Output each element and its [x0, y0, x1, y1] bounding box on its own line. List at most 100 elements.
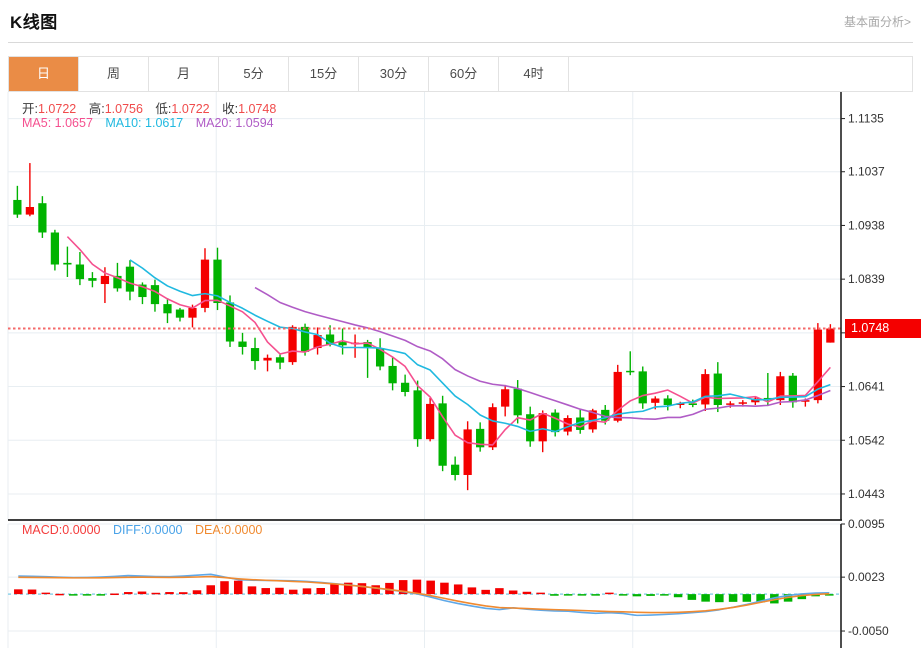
candle-body — [288, 326, 297, 363]
candle-body — [263, 357, 272, 361]
timeframe-tab-3[interactable]: 5分 — [219, 57, 289, 91]
candle-body — [538, 413, 547, 442]
ma5-value: 1.0657 — [54, 116, 93, 130]
candle-body — [776, 376, 785, 401]
macd-bar — [247, 586, 257, 595]
macd-tick-label-2: -0.0050 — [848, 624, 889, 638]
candlestick-series — [13, 163, 835, 491]
candle-body — [476, 428, 485, 448]
macd-bar — [825, 594, 834, 596]
macd-bar — [495, 588, 504, 595]
candle-body — [38, 203, 47, 233]
macd-bar — [288, 589, 298, 595]
macd-bar — [14, 589, 23, 595]
candle-body — [50, 232, 60, 265]
macd-bar — [426, 580, 435, 595]
macd-legend: MACD:0.0000 DIFF:0.0000 DEA:0.0000 — [22, 523, 262, 537]
diff-label: DIFF: — [113, 523, 145, 537]
macd-bar — [618, 594, 628, 596]
kline-chart-svg[interactable]: 1.11351.10371.09381.08391.07401.06411.05… — [0, 92, 921, 649]
candle-body — [701, 374, 710, 405]
price-tick-label-2: 1.0938 — [848, 218, 885, 232]
candle-body — [826, 328, 835, 343]
candle-body — [113, 275, 122, 289]
timeframe-tab-0[interactable]: 日 — [9, 57, 79, 91]
page-header: K线图 基本面分析> — [0, 0, 921, 44]
macd-bar — [124, 592, 133, 595]
timeframe-tab-7[interactable]: 4时 — [499, 57, 569, 91]
chart-area: 1.11351.10371.09381.08391.07401.06411.05… — [0, 92, 921, 649]
macd-bar — [371, 585, 380, 595]
candle-body — [63, 262, 72, 265]
open-value: 1.0722 — [37, 102, 77, 116]
page-title: K线图 — [10, 13, 58, 32]
candle-body — [451, 464, 460, 475]
macd-bar — [206, 585, 216, 595]
candle-body — [738, 402, 747, 404]
macd-bar — [591, 594, 600, 596]
macd-bar — [398, 580, 408, 595]
price-tick-label-3: 1.0839 — [848, 272, 885, 286]
macd-bar — [742, 594, 752, 602]
candle-body — [325, 334, 335, 345]
candle-body — [213, 259, 222, 304]
low-value: 1.0722 — [171, 102, 210, 116]
candle-body — [300, 326, 310, 352]
candle-body — [75, 264, 85, 280]
candle-body — [200, 259, 210, 308]
macd-bar — [316, 587, 325, 595]
timeframe-tab-6[interactable]: 60分 — [429, 57, 499, 91]
timeframe-tab-bar: 日周月 5分 15分 30分 60分 4时 — [8, 56, 913, 92]
dea-line — [18, 575, 830, 614]
fundamental-analysis-link[interactable]: 基本面分析> — [843, 15, 911, 29]
candle-body — [188, 307, 197, 318]
macd-bar — [632, 594, 642, 597]
macd-value: 0.0000 — [62, 523, 101, 537]
candle-body — [626, 370, 635, 373]
candle-body — [225, 302, 235, 342]
timeframe-tab-2[interactable]: 月 — [149, 57, 219, 91]
header-divider — [8, 42, 913, 43]
timeframe-tab-5[interactable]: 30分 — [359, 57, 429, 91]
candle-body — [400, 382, 410, 392]
dea-label: DEA: — [194, 523, 225, 537]
macd-bar — [179, 592, 188, 595]
macd-bar — [522, 591, 532, 595]
open-label: 开: — [22, 102, 38, 116]
macd-bar — [343, 582, 353, 595]
timeframe-tab-4[interactable]: 15分 — [289, 57, 359, 91]
timeframe-tab-1[interactable]: 周 — [79, 57, 149, 91]
macd-bar — [412, 579, 422, 595]
ma20-label: MA20: — [195, 116, 232, 130]
macd-bar — [261, 588, 270, 595]
price-tick-label-6: 1.0542 — [848, 433, 885, 447]
macd-label: MACD: — [22, 523, 63, 537]
candle-body — [25, 207, 35, 215]
macd-bar — [797, 594, 807, 600]
price-tick-label-7: 1.0443 — [848, 487, 885, 501]
candle-body — [338, 342, 347, 346]
candle-body — [501, 389, 510, 407]
macd-bar — [137, 591, 147, 595]
ma20-value: 1.0594 — [235, 116, 274, 130]
candle-body — [576, 417, 585, 430]
macd-bar — [27, 589, 37, 595]
macd-bar — [467, 587, 477, 595]
candle-body — [651, 398, 660, 403]
candle-body — [313, 335, 322, 349]
macd-bar — [660, 594, 669, 596]
macd-bar — [687, 594, 697, 600]
candle-body — [413, 390, 422, 440]
ma10-value: 1.0617 — [145, 116, 184, 130]
macd-bar — [41, 592, 51, 595]
macd-bar — [192, 590, 202, 595]
macd-bar — [563, 594, 573, 596]
candle-body — [150, 285, 160, 305]
close-label: 收: — [222, 102, 239, 116]
candle-body — [238, 341, 247, 347]
candle-body — [638, 371, 647, 404]
candle-body — [526, 414, 535, 442]
dea-value: 0.0000 — [224, 523, 263, 537]
candle-body — [551, 412, 560, 433]
